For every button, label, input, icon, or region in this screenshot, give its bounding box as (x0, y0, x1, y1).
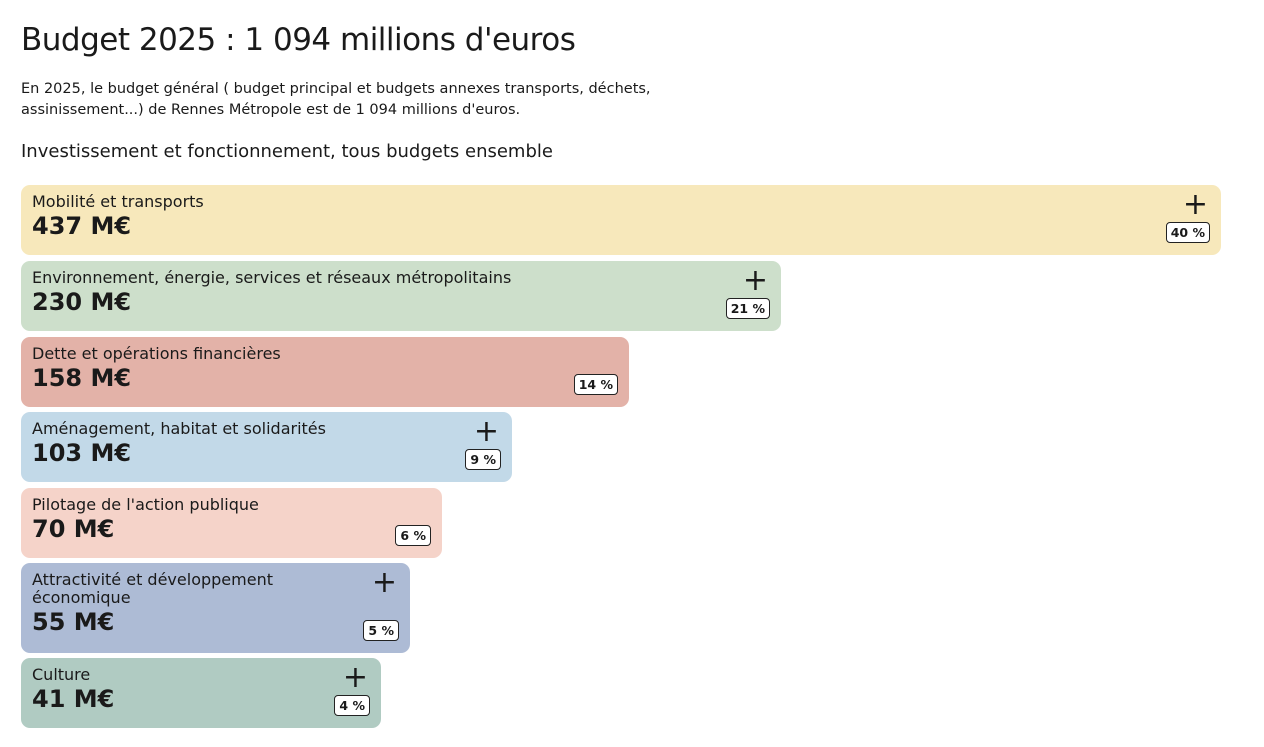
percent-badge: 14 % (573, 374, 618, 395)
bar-value: 437 M€ (32, 212, 132, 240)
section-subtitle: Investissement et fonctionnement, tous b… (21, 141, 553, 162)
bar-value: 103 M€ (32, 439, 132, 467)
percent-badge: 21 % (725, 298, 770, 319)
bar-label: Mobilité et transports (32, 192, 204, 211)
bar-label: Culture (32, 665, 91, 684)
bar-label: Pilotage de l'action publique (32, 495, 259, 514)
bar-value: 70 M€ (32, 515, 115, 543)
bar-label: Environnement, énergie, services et rése… (32, 268, 512, 287)
page-title: Budget 2025 : 1 094 millions d'euros (21, 22, 576, 58)
plus-icon[interactable]: + (371, 565, 397, 600)
budget-bar-pilotage: Pilotage de l'action publique 70 M€ 6 % (21, 488, 442, 558)
budget-bar-attractivite[interactable]: Attractivité et développement économique… (21, 563, 410, 653)
plus-icon[interactable]: + (342, 660, 368, 695)
plus-icon[interactable]: + (742, 263, 768, 298)
budget-bar-amenagement[interactable]: Aménagement, habitat et solidarités 103 … (21, 412, 512, 482)
bar-value: 41 M€ (32, 685, 115, 713)
budget-bar-mobilite[interactable]: Mobilité et transports 437 M€ + 40 % (21, 185, 1221, 255)
bar-label: Dette et opérations financières (32, 344, 281, 363)
intro-text: En 2025, le budget général ( budget prin… (21, 81, 651, 118)
bar-label: Attractivité et développement économique (32, 570, 273, 607)
bar-value: 55 M€ (32, 608, 115, 636)
percent-badge: 4 % (334, 695, 370, 716)
bar-value: 158 M€ (32, 364, 132, 392)
bar-value: 230 M€ (32, 288, 132, 316)
plus-icon[interactable]: + (473, 414, 499, 449)
budget-bar-dette: Dette et opérations financières 158 M€ 1… (21, 337, 629, 407)
plus-icon[interactable]: + (1182, 187, 1208, 222)
percent-badge: 5 % (363, 620, 399, 641)
bar-label: Aménagement, habitat et solidarités (32, 419, 326, 438)
percent-badge: 9 % (465, 449, 501, 470)
budget-bar-culture[interactable]: Culture 41 M€ + 4 % (21, 658, 381, 728)
percent-badge: 40 % (1165, 222, 1210, 243)
percent-badge: 6 % (395, 525, 431, 546)
budget-bar-environnement[interactable]: Environnement, énergie, services et rése… (21, 261, 781, 331)
